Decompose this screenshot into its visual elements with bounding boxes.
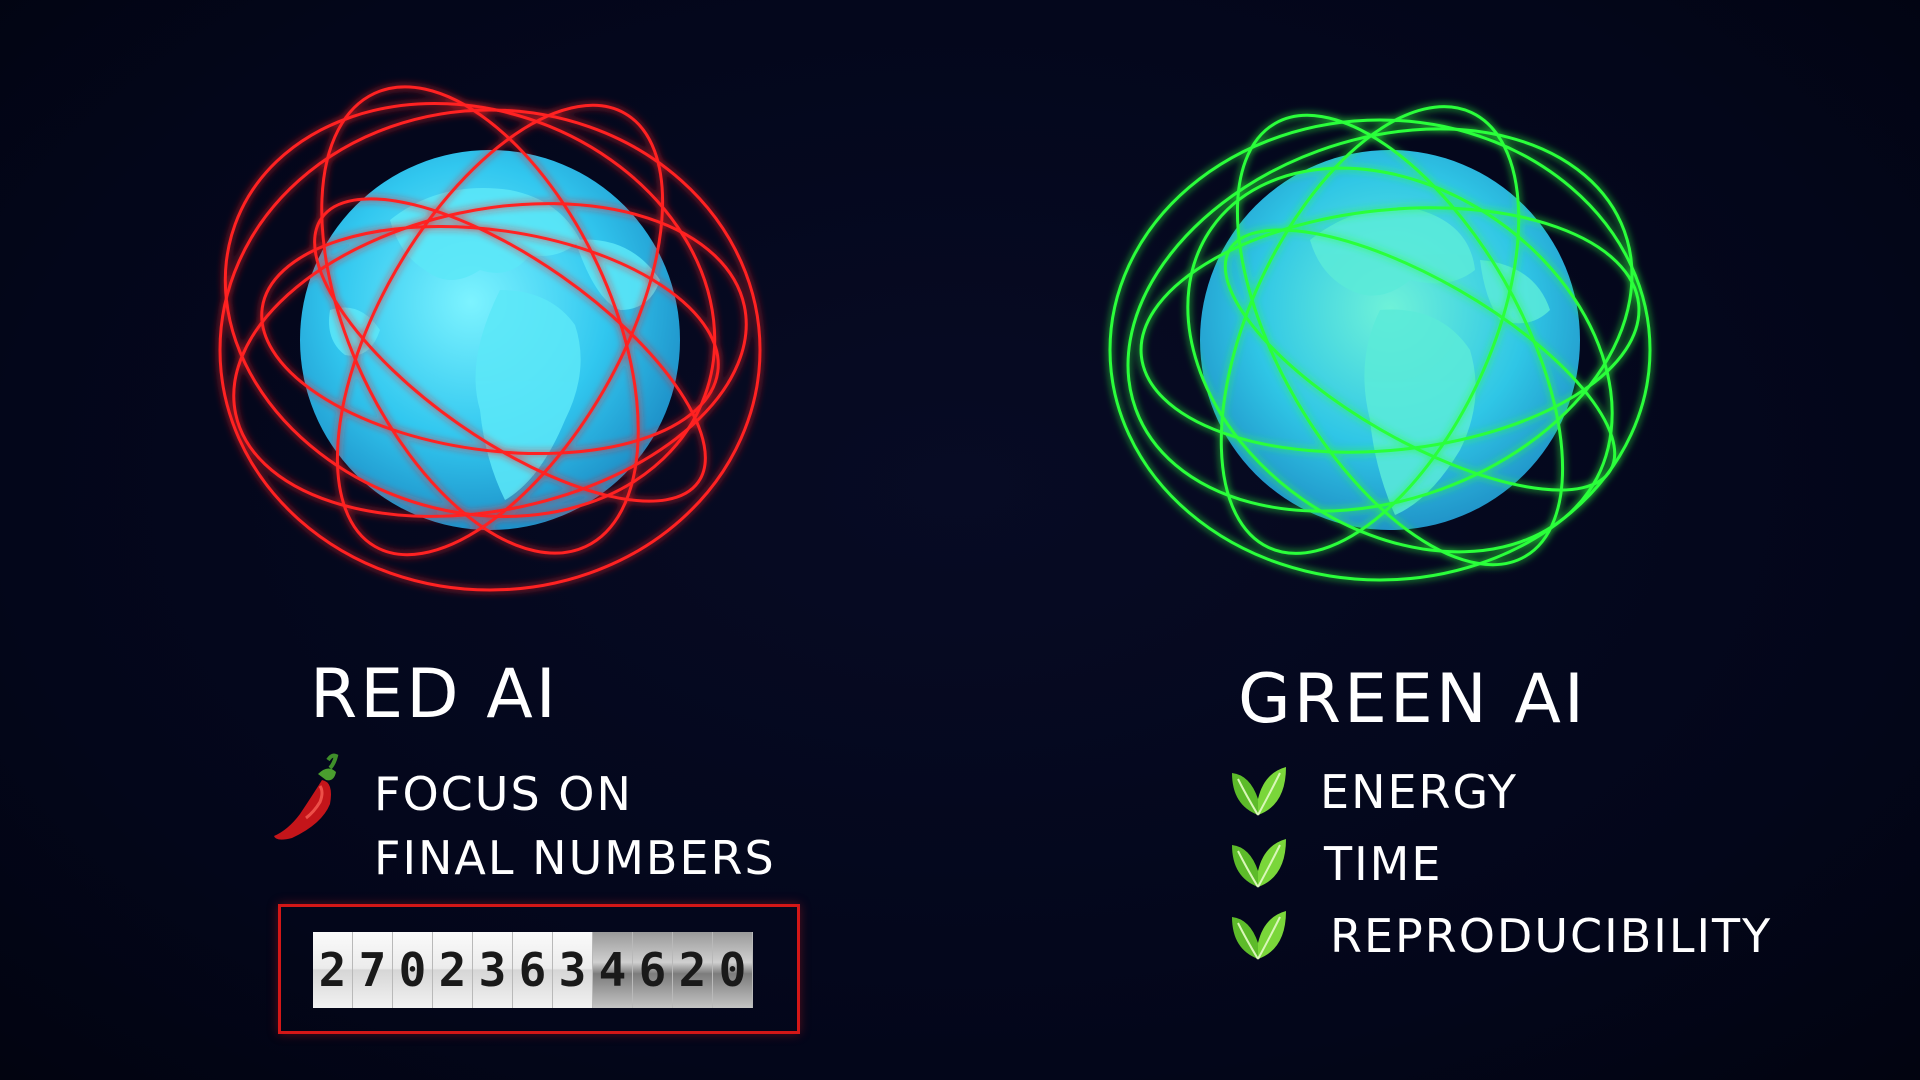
leaf-icon xyxy=(1232,839,1286,888)
counter-digit: 4 xyxy=(593,932,633,1008)
leaf-icon xyxy=(1232,911,1286,960)
green-item-label: REPRODUCIBILITY xyxy=(1330,909,1773,963)
red-ai-title: RED AI xyxy=(310,655,559,734)
counter-digit: 7 xyxy=(353,932,393,1008)
counter-digit: 2 xyxy=(433,932,473,1008)
green-orbits xyxy=(1108,105,1652,582)
red-point-line1: FOCUS ON xyxy=(374,767,633,821)
red-globe-illustration xyxy=(180,60,800,620)
red-point-line2: FINAL NUMBERS xyxy=(374,831,776,885)
counter-digit: 3 xyxy=(553,932,593,1008)
counter-digit: 6 xyxy=(633,932,673,1008)
green-globe-svg xyxy=(1108,105,1652,582)
counter-digit: 0 xyxy=(393,932,433,1008)
counter-digit: 2 xyxy=(673,932,713,1008)
green-ai-title: GREEN AI xyxy=(1238,660,1587,739)
counter-digit: 2 xyxy=(313,932,353,1008)
red-orbits xyxy=(218,85,762,592)
counter-digit: 0 xyxy=(713,932,753,1008)
counter-digit: 6 xyxy=(513,932,553,1008)
green-item-label: ENERGY xyxy=(1320,765,1518,819)
list-item: REPRODUCIBILITY xyxy=(1228,899,1828,971)
leaf-icon xyxy=(1232,767,1286,816)
green-ai-list: ENERGY TIME REPRODUCIBILITY xyxy=(1228,755,1828,971)
green-globe-illustration xyxy=(1080,60,1700,620)
green-item-label: TIME xyxy=(1324,837,1443,891)
list-item: TIME xyxy=(1228,827,1828,899)
red-globe-svg xyxy=(218,85,762,592)
counter-digit: 3 xyxy=(473,932,513,1008)
red-ai-point: FOCUS ON FINAL NUMBERS xyxy=(270,752,830,892)
chili-pepper-icon xyxy=(274,753,339,840)
list-item: ENERGY xyxy=(1228,755,1828,827)
red-point-text: FOCUS ON FINAL NUMBERS xyxy=(374,762,776,890)
